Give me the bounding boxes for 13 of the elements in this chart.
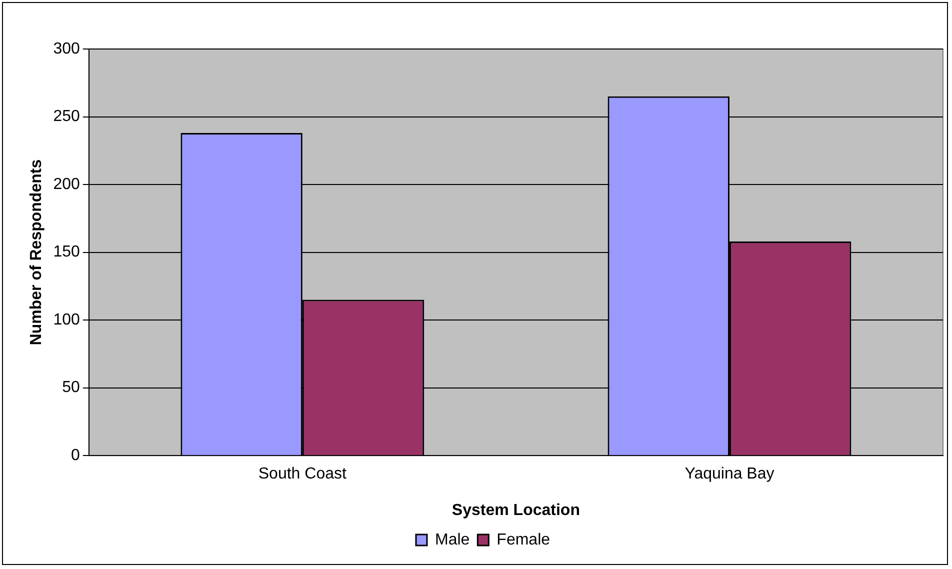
y-axis-title: Number of Respondents	[28, 159, 46, 346]
y-tick-label: 200	[53, 176, 80, 193]
y-tick-label: 100	[53, 311, 80, 328]
x-axis-title: System Location	[452, 502, 580, 519]
legend-label: Female	[496, 531, 550, 548]
y-tick-label: 50	[62, 379, 80, 396]
x-tick-label: South Coast	[258, 466, 347, 483]
y-tick-label: 250	[53, 108, 80, 126]
y-tick-label: 300	[53, 40, 80, 58]
y-tick-label: 150	[53, 244, 80, 261]
y-tick-label: 0	[70, 447, 80, 464]
x-tick-label: Yaquina Bay	[684, 466, 774, 483]
legend-label: Male	[434, 531, 470, 548]
